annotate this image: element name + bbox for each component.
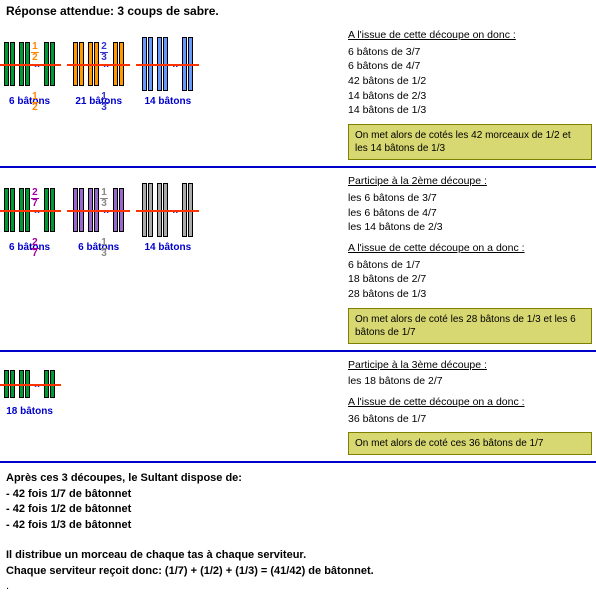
callout: On met alors de coté les 28 bâtons de 1/… <box>348 308 592 344</box>
footer-dot: . <box>6 579 590 594</box>
section: 17 27 .. 6 bâtons 27 27 .. 6 bâtons 13 1… <box>0 168 596 352</box>
footer-line: - 42 fois 1/2 de bâtonnet <box>6 502 590 517</box>
sections-container: 37 47 .. 6 bâtons 12 12 .. 21 bâtons 23 … <box>0 22 596 463</box>
group-caption: 18 bâtons <box>4 406 55 417</box>
group-caption: 14 bâtons <box>142 96 193 107</box>
right-heading: A l'issue de cette découpe on a donc : <box>348 241 592 256</box>
footer-line: Après ces 3 découpes, le Sultant dispose… <box>6 471 590 486</box>
right-heading: A l'issue de cette découpe on a donc : <box>348 395 592 410</box>
stick-group: 23 13 .. 14 bâtons <box>142 36 193 107</box>
stick-group: 12 12 .. 21 bâtons <box>73 36 124 107</box>
footer-line: Il distribue un morceau de chaque tas à … <box>6 548 590 563</box>
right-line: 14 bâtons de 2/3 <box>348 89 592 104</box>
right-line: 14 bâtons de 1/3 <box>348 103 592 118</box>
callout: On met alors de coté ces 36 bâtons de 1/… <box>348 432 592 455</box>
stick-group: 27 27 .. 6 bâtons <box>73 182 124 253</box>
group-caption: 21 bâtons <box>73 96 124 107</box>
footer-line: Chaque serviteur reçoit donc: (1/7) + (1… <box>6 564 590 579</box>
page-title: Réponse attendue: 3 coups de sabre. <box>0 0 596 22</box>
diagram-area: 17 27 .. 6 bâtons 27 27 .. 6 bâtons 13 1… <box>4 174 344 344</box>
footer-line: - 42 fois 1/3 de bâtonnet <box>6 518 590 533</box>
section: 17 17 .. 18 bâtons Participe à la 3ème d… <box>0 352 596 464</box>
right-line: les 6 bâtons de 4/7 <box>348 206 592 221</box>
group-caption: 14 bâtons <box>142 242 193 253</box>
right-heading: A l'issue de cette découpe on donc : <box>348 28 592 43</box>
diagram-area: 17 17 .. 18 bâtons <box>4 358 344 456</box>
right-line: 36 bâtons de 1/7 <box>348 412 592 427</box>
stick-group: 17 17 .. 18 bâtons <box>4 366 55 417</box>
right-heading: Participe à la 2ème découpe : <box>348 174 592 189</box>
diagram-area: 37 47 .. 6 bâtons 12 12 .. 21 bâtons 23 … <box>4 28 344 160</box>
section: 37 47 .. 6 bâtons 12 12 .. 21 bâtons 23 … <box>0 22 596 168</box>
footer: Après ces 3 découpes, le Sultant dispose… <box>0 463 596 602</box>
group-caption: 6 bâtons <box>4 96 55 107</box>
text-area: Participe à la 3ème découpe :les 18 bâto… <box>344 358 592 456</box>
footer-line: - 42 fois 1/7 de bâtonnet <box>6 487 590 502</box>
right-line: 6 bâtons de 1/7 <box>348 258 592 273</box>
right-line: 28 bâtons de 1/3 <box>348 287 592 302</box>
right-line: 6 bâtons de 4/7 <box>348 59 592 74</box>
text-area: A l'issue de cette découpe on donc : 6 bâ… <box>344 28 592 160</box>
stick-group: 17 27 .. 6 bâtons <box>4 182 55 253</box>
right-line: les 6 bâtons de 3/7 <box>348 191 592 206</box>
right-line: les 14 bâtons de 2/3 <box>348 220 592 235</box>
right-line: 42 bâtons de 1/2 <box>348 74 592 89</box>
callout: On met alors de cotés les 42 morceaux de… <box>348 124 592 160</box>
right-line: 18 bâtons de 2/7 <box>348 272 592 287</box>
text-area: Participe à la 2ème découpe : les 6 bâton… <box>344 174 592 344</box>
right-heading: Participe à la 3ème découpe : <box>348 358 592 373</box>
group-caption: 6 bâtons <box>73 242 124 253</box>
stick-group: 13 13 .. 14 bâtons <box>142 182 193 253</box>
right-line: 6 bâtons de 3/7 <box>348 45 592 60</box>
right-line: les 18 bâtons de 2/7 <box>348 374 592 389</box>
group-caption: 6 bâtons <box>4 242 55 253</box>
stick-group: 37 47 .. 6 bâtons <box>4 36 55 107</box>
